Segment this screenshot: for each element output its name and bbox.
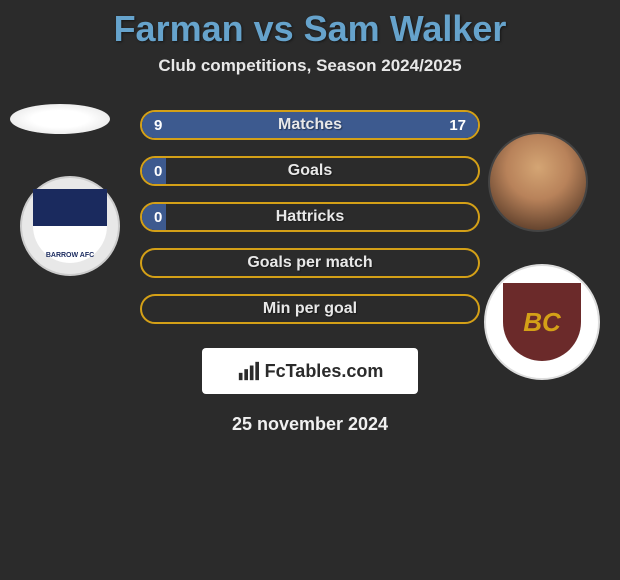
player-left-avatar — [10, 104, 110, 134]
stat-bar: 0Goals — [140, 156, 480, 186]
page-subtitle: Club competitions, Season 2024/2025 — [0, 56, 620, 76]
club-left-crest: BARROW AFC — [20, 176, 120, 276]
club-left-crest-label: BARROW AFC — [33, 189, 107, 263]
club-right-crest-label: BC — [503, 283, 581, 361]
stat-bar: Goals per match — [140, 248, 480, 278]
club-right-crest: BC — [484, 264, 600, 380]
player-right-avatar — [488, 132, 588, 232]
stat-value-left: 0 — [154, 209, 162, 226]
source-logo: FcTables.com — [202, 348, 418, 394]
stat-label: Matches — [142, 116, 478, 134]
stat-bar: 9Matches17 — [140, 110, 480, 140]
stats-bars: 9Matches170Goals0HattricksGoals per matc… — [140, 104, 480, 324]
stat-label: Hattricks — [142, 208, 478, 226]
stat-label: Min per goal — [142, 300, 478, 318]
snapshot-date: 25 november 2024 — [0, 414, 620, 435]
stat-value-left: 0 — [154, 163, 162, 180]
page-title: Farman vs Sam Walker — [0, 0, 620, 50]
stat-label: Goals per match — [142, 254, 478, 272]
stat-bar: 0Hattricks — [140, 202, 480, 232]
stat-value-right: 17 — [449, 117, 466, 134]
stat-bar: Min per goal — [140, 294, 480, 324]
comparison-content: BARROW AFC BC 9Matches170Goals0Hattricks… — [0, 104, 620, 435]
source-logo-text: FcTables.com — [265, 361, 384, 382]
chart-icon — [237, 360, 259, 382]
stat-value-left: 9 — [154, 117, 162, 134]
stat-label: Goals — [142, 162, 478, 180]
